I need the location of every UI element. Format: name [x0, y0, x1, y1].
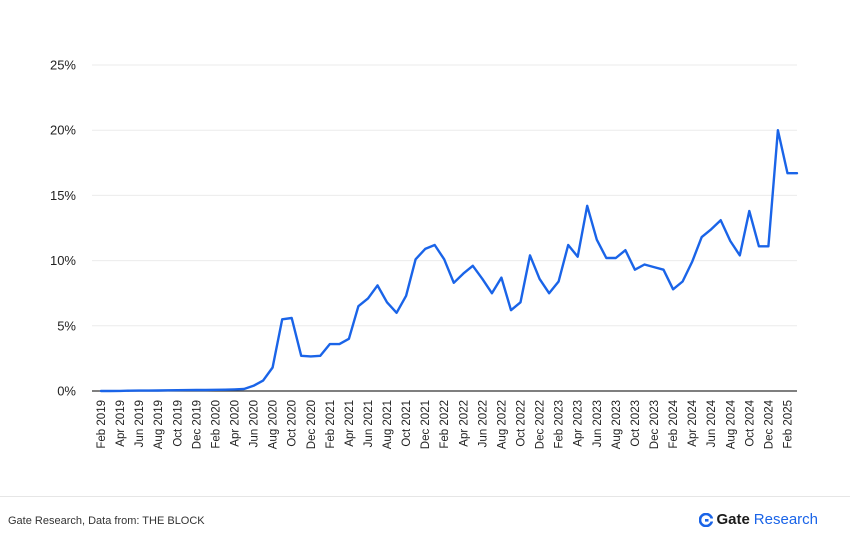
- x-tick-label: Aug 2021: [382, 400, 394, 449]
- x-tick-label: Jun 2024: [706, 399, 718, 447]
- brand-name: Gate: [716, 511, 750, 528]
- x-tick-label: Oct 2023: [630, 400, 642, 447]
- x-tick-label: Feb 2023: [554, 400, 566, 449]
- gridlines: [92, 64, 797, 327]
- brand-subtitle: Research: [753, 511, 818, 528]
- x-tick-label: Dec 2022: [535, 400, 547, 449]
- x-tick-label: Feb 2020: [210, 400, 222, 449]
- x-tick-label: Feb 2021: [325, 400, 337, 449]
- x-tick-label: Oct 2020: [287, 400, 299, 447]
- y-axis-ticks: 0% 5% 10% 15% 20% 25%: [50, 58, 76, 399]
- x-tick-label: Aug 2022: [496, 400, 508, 449]
- y-tick-label: 0%: [57, 384, 76, 399]
- x-tick-label: Oct 2019: [172, 400, 184, 447]
- y-tick-label: 20%: [50, 123, 76, 138]
- y-tick-label: 10%: [50, 253, 76, 268]
- x-tick-label: Aug 2023: [611, 400, 623, 449]
- x-tick-label: Oct 2022: [516, 400, 528, 447]
- x-tick-label: Dec 2020: [306, 400, 318, 449]
- x-tick-label: Apr 2024: [687, 399, 699, 446]
- x-tick-label: Jun 2020: [249, 400, 261, 447]
- x-tick-label: Dec 2021: [420, 400, 432, 449]
- x-tick-label: Jun 2022: [477, 400, 489, 447]
- x-tick-label: Jun 2019: [134, 400, 146, 447]
- x-tick-label: Apr 2022: [458, 400, 470, 447]
- source-note: Gate Research, Data from: THE BLOCK: [8, 515, 205, 527]
- x-tick-label: Apr 2023: [573, 400, 585, 447]
- x-tick-label: Apr 2021: [344, 400, 356, 447]
- x-tick-label: Dec 2024: [763, 399, 775, 449]
- x-tick-label: Oct 2021: [401, 400, 413, 447]
- x-tick-label: Dec 2019: [191, 400, 203, 449]
- x-tick-label: Feb 2019: [96, 400, 108, 449]
- x-tick-label: Oct 2024: [744, 399, 756, 446]
- x-tick-label: Dec 2023: [649, 400, 661, 449]
- x-tick-label: Aug 2020: [268, 400, 280, 449]
- line-chart: 0% 5% 10% 15% 20% 25% Feb 2019 Apr 2019 Jun 201…: [50, 58, 799, 449]
- x-tick-label: Feb 2025: [782, 400, 794, 449]
- x-axis-ticks: Feb 2019 Apr 2019 Jun 2019 Aug 2019 Oct 2019…: [96, 399, 794, 449]
- x-tick-label: Apr 2020: [229, 400, 241, 447]
- x-tick-label: Aug 2019: [153, 400, 165, 449]
- x-tick-label: Feb 2024: [668, 399, 680, 448]
- y-tick-label: 5%: [57, 318, 76, 333]
- x-tick-label: Apr 2019: [115, 400, 127, 447]
- footer-divider: [0, 496, 850, 497]
- x-tick-label: Aug 2024: [725, 399, 737, 449]
- gate-logo-icon: [699, 512, 714, 527]
- x-tick-label: Jun 2021: [363, 400, 375, 447]
- brand-logo: Gate Research: [699, 511, 818, 528]
- x-tick-label: Feb 2022: [439, 400, 451, 449]
- x-tick-label: Jun 2023: [592, 400, 604, 447]
- y-tick-label: 25%: [50, 58, 76, 73]
- series-line: [99, 129, 799, 393]
- y-tick-label: 15%: [50, 188, 76, 203]
